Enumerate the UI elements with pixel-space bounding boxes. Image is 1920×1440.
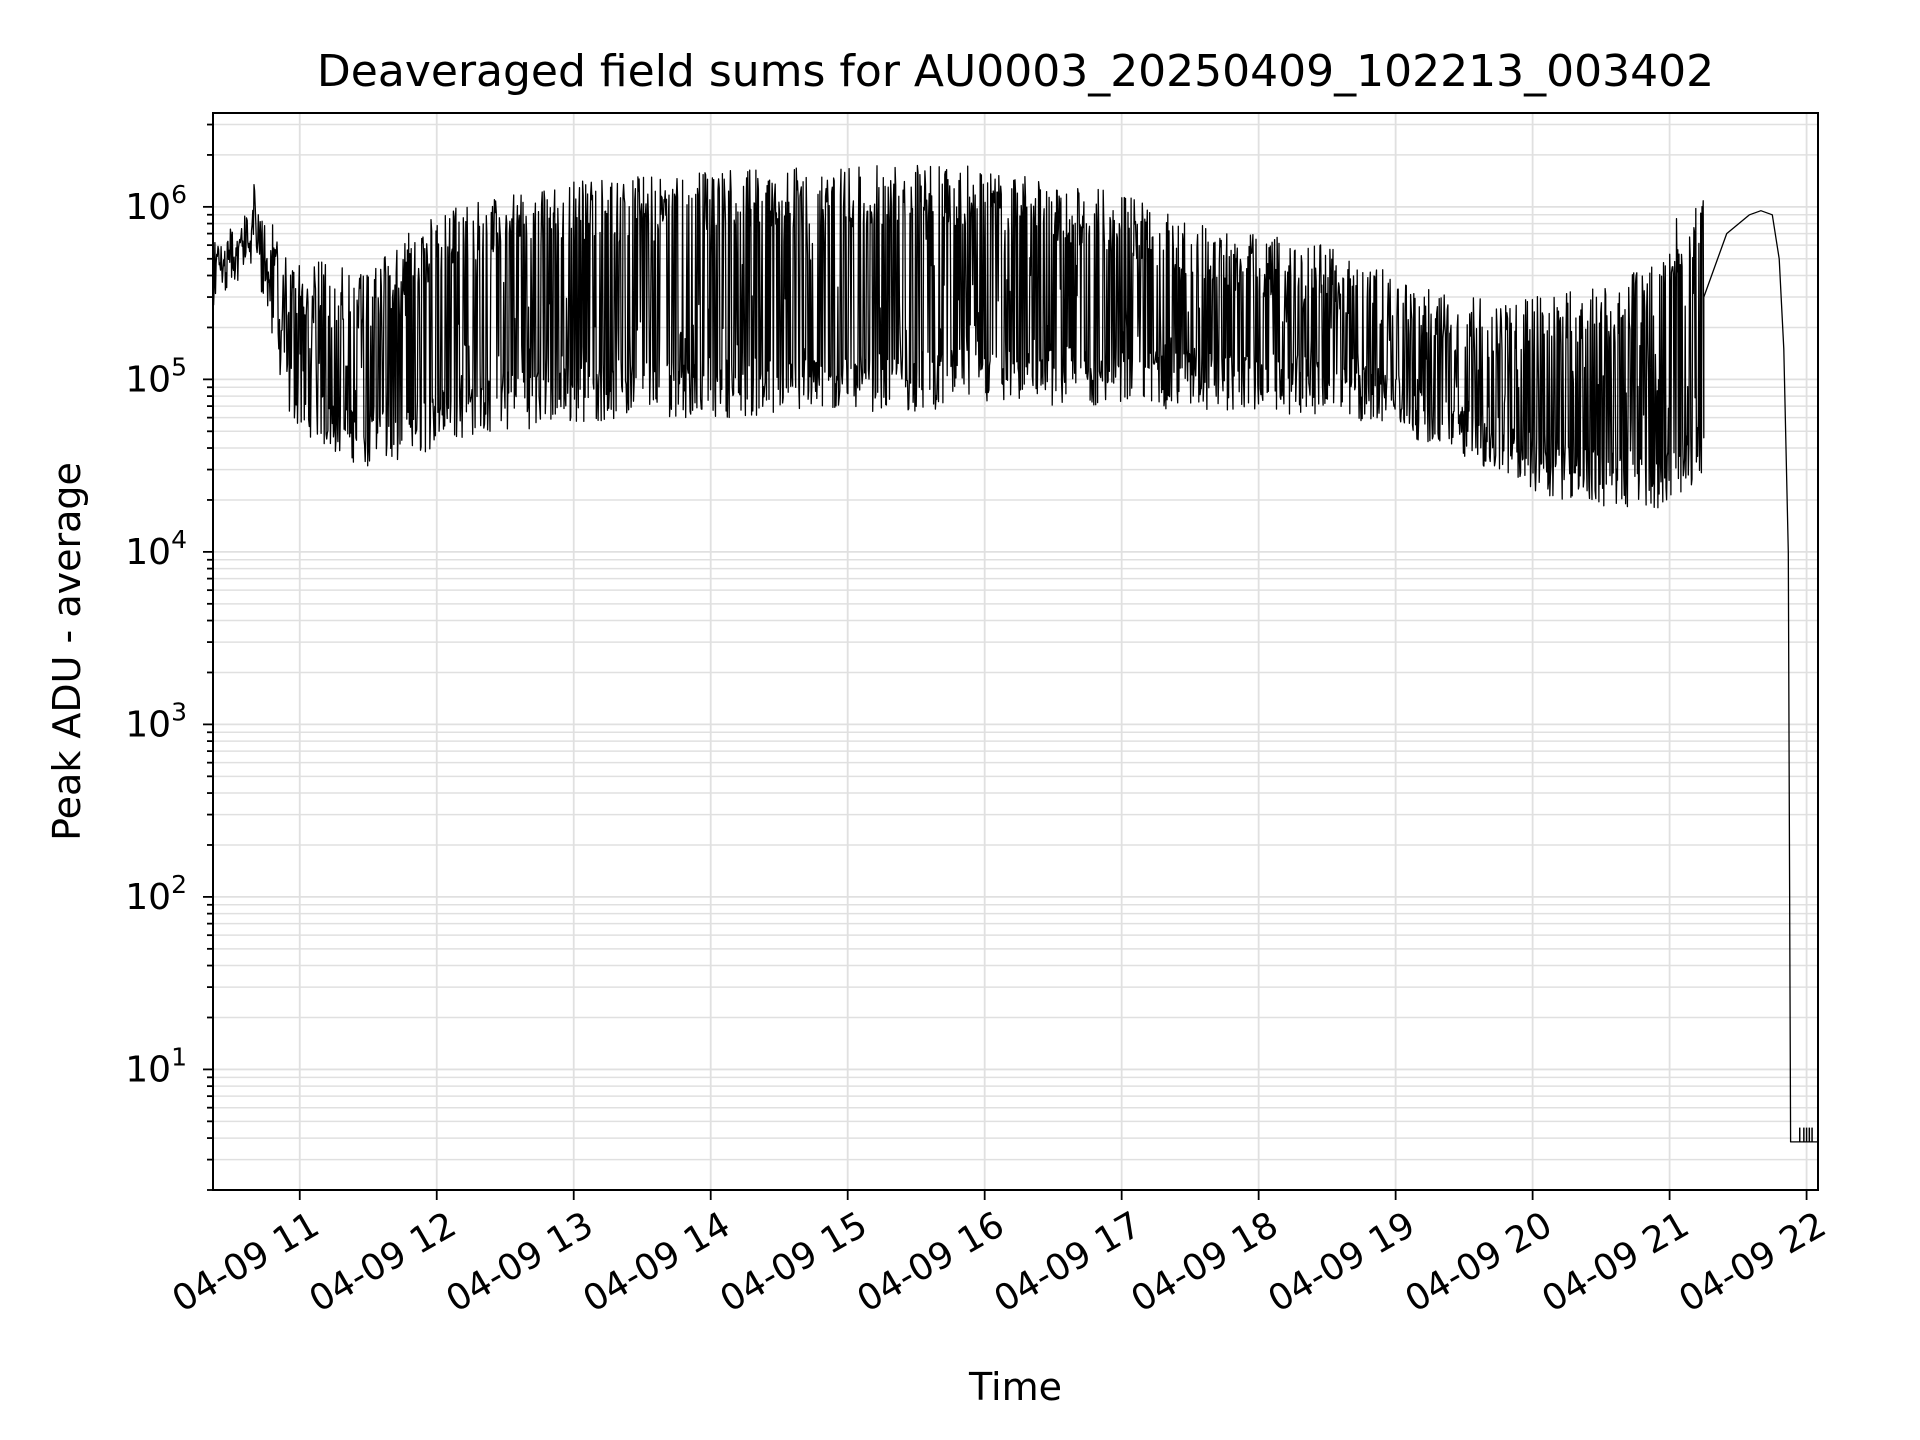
x-tick-label: 04-09 19 xyxy=(1261,1204,1422,1320)
data-layer xyxy=(212,164,1818,1143)
x-tick-label: 04-09 11 xyxy=(166,1204,327,1320)
y-tick-label: 106 xyxy=(125,180,187,228)
x-tick-label: 04-09 14 xyxy=(577,1204,738,1320)
x-tick-label: 04-09 17 xyxy=(987,1204,1148,1320)
x-tick-label: 04-09 22 xyxy=(1672,1204,1833,1320)
chart-title: Deaveraged field sums for AU0003_2025040… xyxy=(317,46,1714,97)
x-tick-label: 04-09 21 xyxy=(1535,1204,1696,1320)
x-tick-label: 04-09 20 xyxy=(1398,1204,1559,1320)
y-tick-label: 103 xyxy=(125,697,187,745)
x-tick-label: 04-09 12 xyxy=(303,1204,464,1320)
y-tick-exponent: 5 xyxy=(171,352,187,381)
plot-frame xyxy=(212,112,1819,1191)
y-tick-exponent: 4 xyxy=(171,525,187,554)
x-tick-label: 04-09 16 xyxy=(851,1204,1012,1320)
y-tick-label: 101 xyxy=(125,1042,187,1090)
x-tick-label: 04-09 18 xyxy=(1124,1204,1285,1320)
y-tick-exponent: 6 xyxy=(171,180,187,209)
y-tick-label: 104 xyxy=(125,525,187,573)
y-tick-base: 10 xyxy=(125,704,171,745)
y-tick-exponent: 3 xyxy=(171,697,187,726)
y-tick-label: 102 xyxy=(125,870,187,918)
x-tick-label: 04-09 13 xyxy=(440,1204,601,1320)
y-tick-base: 10 xyxy=(125,532,171,573)
x-tick-label: 04-09 15 xyxy=(714,1204,875,1320)
x-axis-label: Time xyxy=(968,1365,1062,1409)
y-tick-exponent: 2 xyxy=(171,870,187,899)
y-tick-label: 105 xyxy=(125,352,187,400)
data-line xyxy=(212,164,1818,1143)
y-tick-base: 10 xyxy=(125,187,171,228)
y-tick-exponent: 1 xyxy=(171,1042,187,1071)
y-tick-base: 10 xyxy=(125,1049,171,1090)
y-tick-base: 10 xyxy=(125,359,171,400)
y-tick-base: 10 xyxy=(125,877,171,918)
y-axis-label: Peak ADU - average xyxy=(45,462,89,841)
